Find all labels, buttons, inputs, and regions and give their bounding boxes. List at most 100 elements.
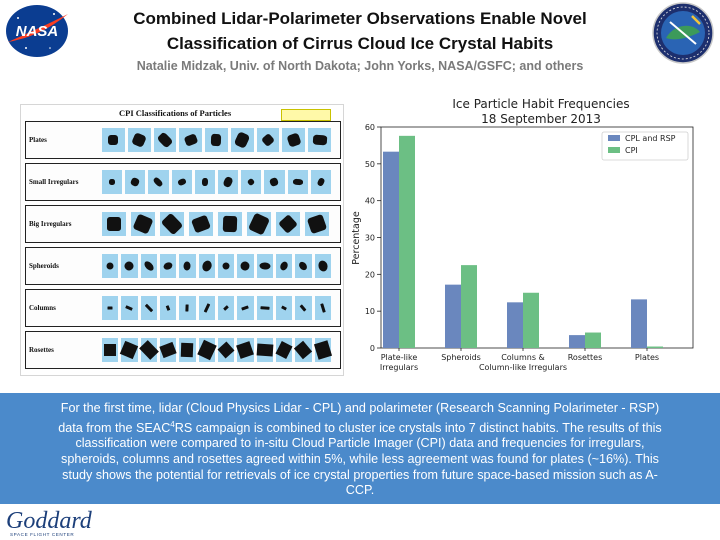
cpi-row: Columns: [25, 289, 341, 327]
particle-image: [120, 338, 139, 362]
particle-image: [102, 296, 119, 320]
particle-image: [121, 254, 138, 278]
chart-legend: CPL and RSP CPI: [601, 131, 689, 161]
legend-box: [601, 131, 689, 161]
particle-image: [275, 338, 293, 362]
goddard-logo-subtitle: SPACE FLIGHT CENTER: [10, 532, 74, 537]
nasa-logo: NASA: [6, 5, 68, 57]
particle-image: [179, 128, 203, 152]
x-tick-label-line: Plate-like: [381, 353, 418, 362]
x-tick-label: Plates: [635, 353, 659, 362]
habit-frequency-chart: Ice Particle Habit Frequencies 18 Septem…: [351, 98, 694, 372]
particle-image: [295, 296, 312, 320]
bar: [647, 346, 663, 348]
particle-image: [217, 338, 235, 362]
y-axis-ticks: 0 10 20 30 40 50 60: [365, 123, 381, 353]
particle-image: [294, 338, 313, 362]
x-tick-label: Columns & Column-like Irregulars: [479, 353, 567, 372]
particle-image: [102, 338, 119, 362]
particle-image: [276, 296, 293, 320]
particle-image: [218, 296, 235, 320]
particle-image: [237, 296, 254, 320]
cpi-row-label: Columns: [29, 304, 56, 312]
nasa-logo-text: NASA: [16, 23, 59, 40]
particle-image: [256, 254, 273, 278]
bar: [383, 151, 399, 348]
particle-image: [153, 128, 177, 152]
particle-image: [121, 296, 138, 320]
particle-image: [276, 254, 293, 278]
bar: [461, 265, 477, 348]
particle-image: [198, 254, 215, 278]
x-tick-label-line: Irregulars: [380, 363, 418, 372]
page-title: Combined Lidar-Polarimeter Observations …: [100, 6, 620, 56]
particle-image: [282, 128, 306, 152]
particle-image: [236, 338, 255, 362]
particle-image: [313, 338, 332, 362]
particle-image: [189, 212, 213, 236]
particle-image: [131, 212, 155, 236]
y-tick-label: 50: [365, 160, 375, 169]
cpi-row-label: Plates: [29, 136, 47, 144]
particle-image: [314, 254, 331, 278]
particle-image: [308, 128, 331, 152]
particle-image: [160, 254, 177, 278]
bar: [585, 332, 601, 348]
goddard-logo: Goddard SPACE FLIGHT CENTER: [6, 508, 93, 537]
particle-image: [256, 338, 274, 362]
particle-image: [179, 338, 196, 362]
particle-image: [140, 296, 157, 320]
cpi-row: Big Irregulars: [25, 205, 341, 243]
cpi-row-label: Small Irregulars: [29, 178, 79, 186]
chart-title-line-1: Ice Particle Habit Frequencies: [452, 98, 629, 111]
x-tick-label-line: Column-like Irregulars: [479, 363, 567, 372]
particle-image: [179, 296, 196, 320]
particle-image: [237, 254, 254, 278]
cpi-row: Small Irregulars: [25, 163, 341, 201]
particle-image: [256, 128, 280, 152]
particle-image: [127, 128, 151, 152]
title-line-2: Classification of Cirrus Cloud Ice Cryst…: [166, 34, 554, 53]
bar: [445, 284, 461, 348]
particle-image: [295, 254, 312, 278]
cpi-row: Spheroids: [25, 247, 341, 285]
mission-patch-logo: [652, 2, 714, 64]
legend-label: CPL and RSP: [625, 134, 676, 143]
x-tick-label: Rosettes: [568, 353, 603, 362]
cpi-row-label: Spheroids: [29, 262, 59, 270]
particle-image: [140, 254, 157, 278]
particle-image: [305, 212, 329, 236]
x-tick-label-line: Spheroids: [441, 353, 481, 362]
particle-image: [241, 170, 262, 194]
cpi-row: Plates: [25, 121, 341, 159]
bar-series: [383, 135, 663, 348]
particle-image: [310, 170, 331, 194]
cpi-row-label: Rosettes: [29, 346, 54, 354]
bar: [523, 292, 539, 348]
particle-image: [138, 338, 159, 362]
x-tick-label-line: Plates: [635, 353, 659, 362]
particle-image: [230, 128, 254, 152]
particle-image: [194, 170, 215, 194]
particle-image: [264, 170, 285, 194]
title-line-1: Combined Lidar-Polarimeter Observations …: [133, 9, 587, 28]
cpi-scale-legend: [281, 109, 331, 121]
particle-image: [287, 170, 308, 194]
goddard-logo-script: Goddard: [6, 508, 93, 534]
cpi-classification-panel: CPI Classifications of Particles Plates S…: [20, 104, 344, 376]
caption-text: For the first time, lidar (Cloud Physics…: [58, 401, 662, 498]
particle-image: [197, 338, 217, 362]
bar: [569, 335, 585, 348]
particle-image: [218, 212, 242, 236]
particle-image: [159, 338, 177, 362]
particle-image: [160, 296, 177, 320]
particle-image: [247, 212, 271, 236]
x-tick-label: Spheroids: [441, 353, 481, 362]
bar: [507, 302, 523, 348]
particle-image: [198, 296, 215, 320]
cpi-panel-title: CPI Classifications of Particles: [119, 108, 232, 118]
particle-image: [171, 170, 192, 194]
particle-image: [256, 296, 273, 320]
caption-band: For the first time, lidar (Cloud Physics…: [0, 393, 720, 504]
authors-line: Natalie Midzak, Univ. of North Dakota; J…: [136, 59, 584, 73]
